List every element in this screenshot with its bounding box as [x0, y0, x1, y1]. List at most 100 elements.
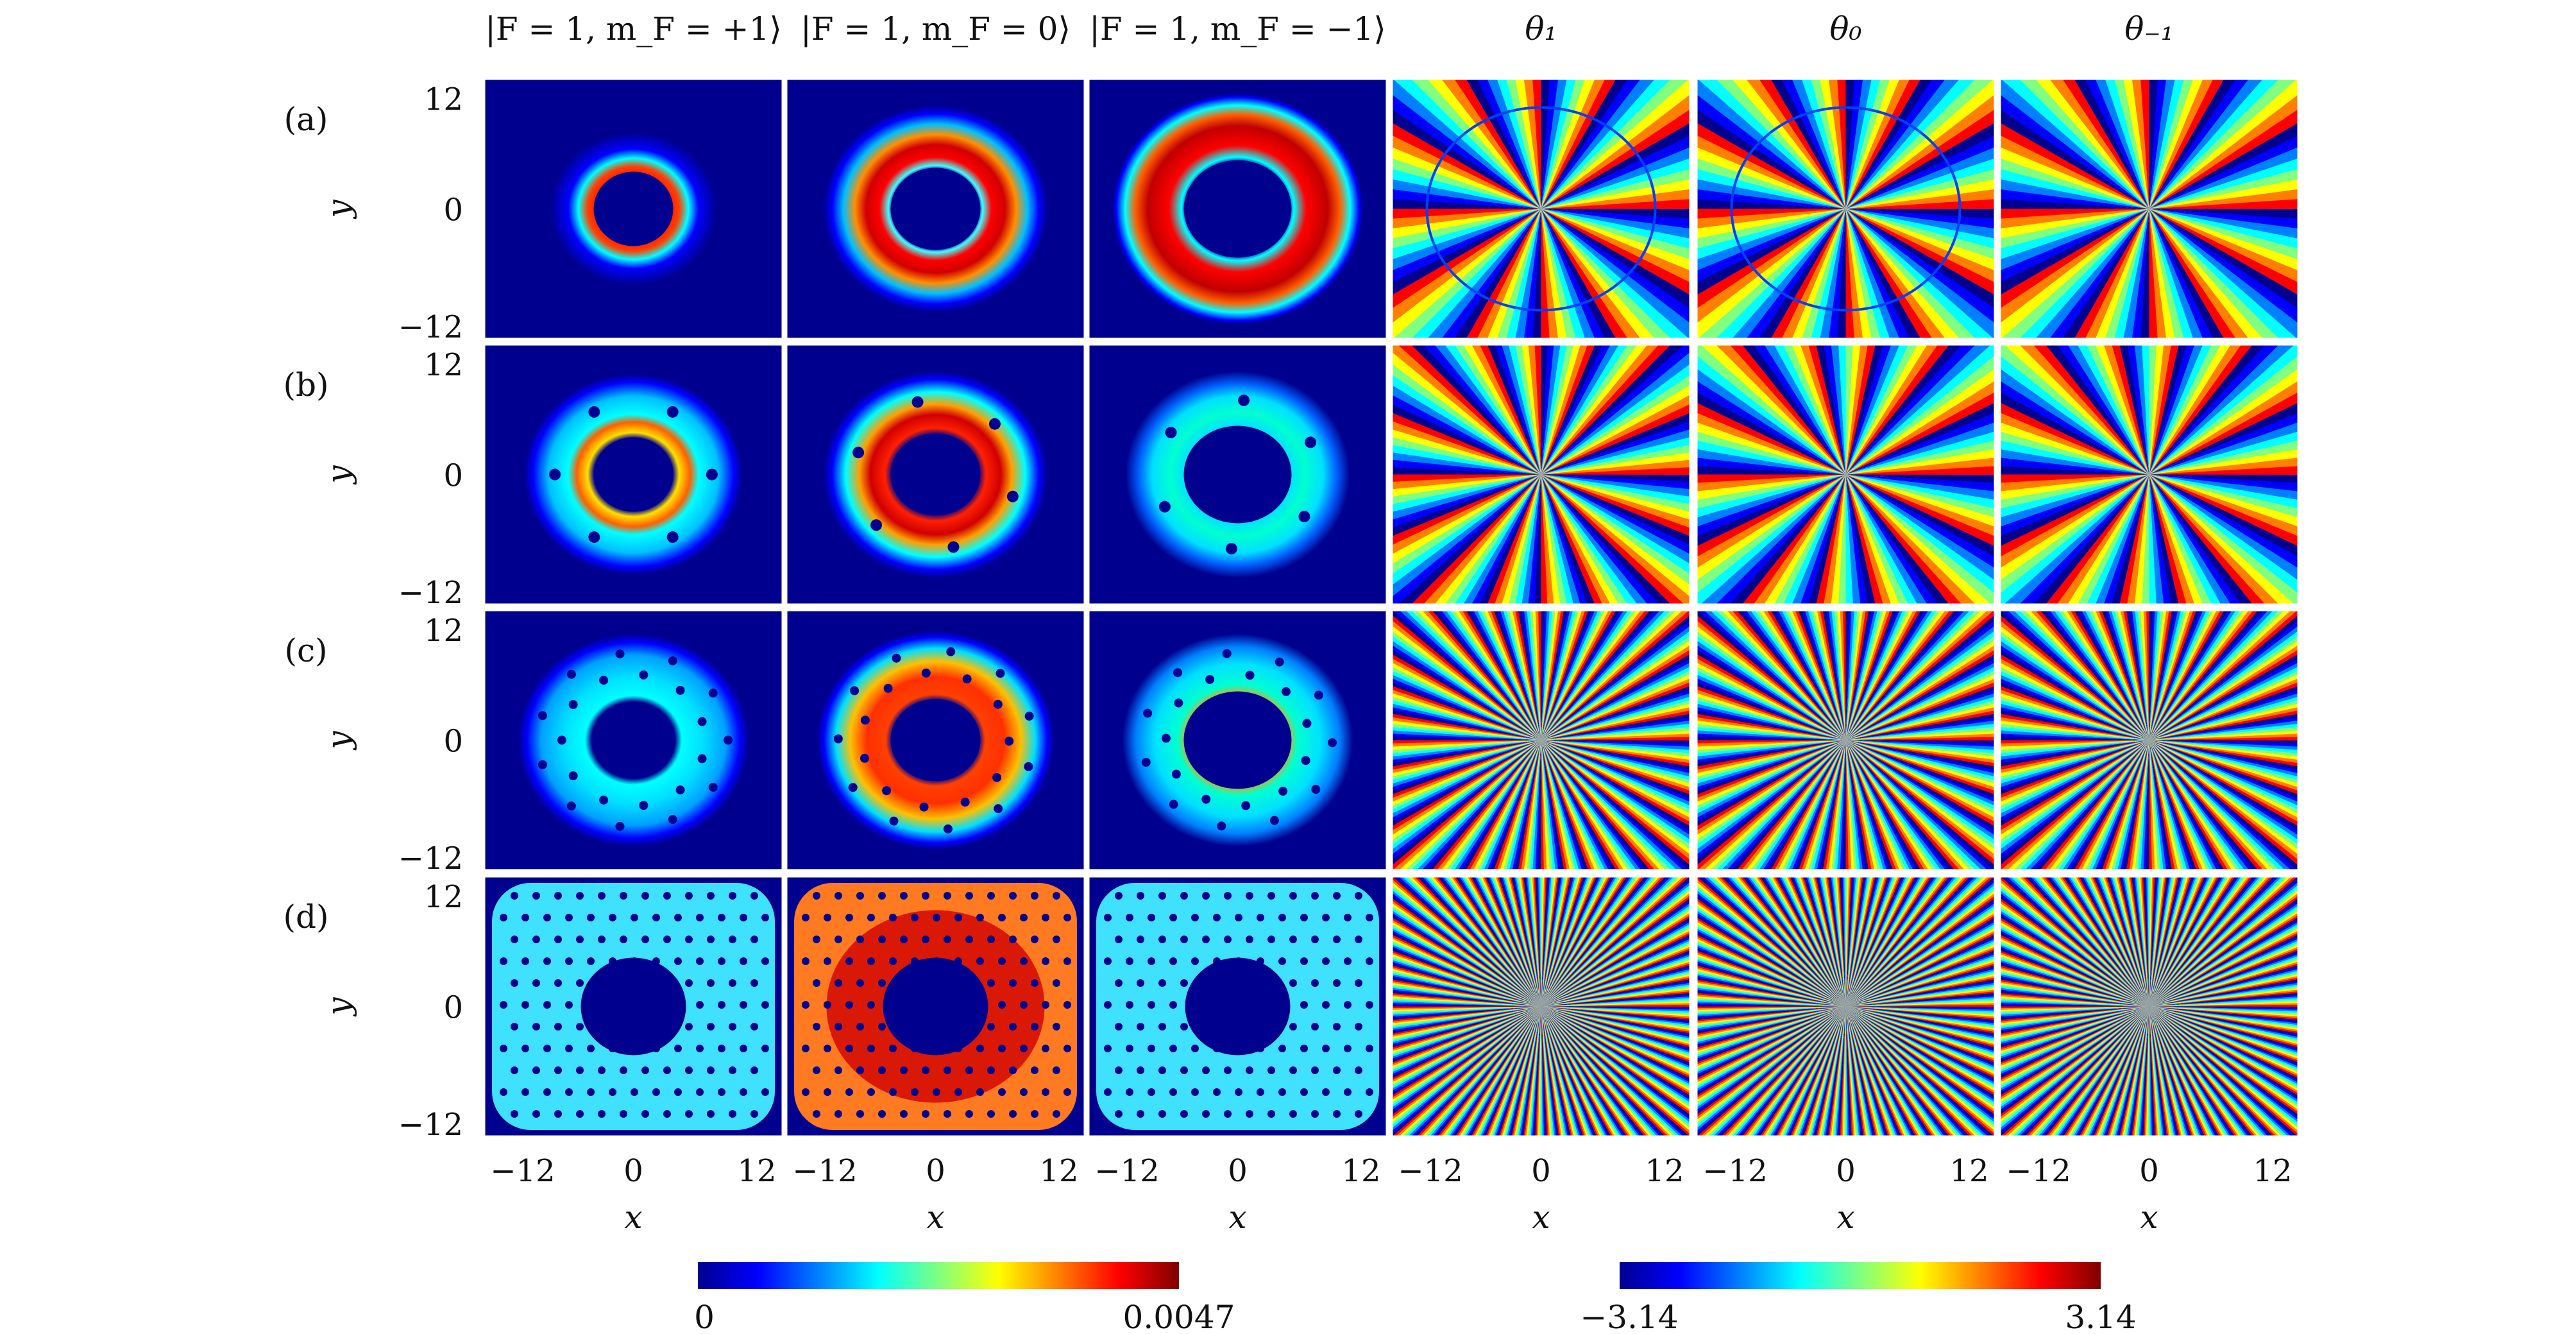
phase-wedge	[2000, 209, 2149, 339]
phase-wedge	[1697, 740, 1846, 840]
phase-wedge	[2149, 649, 2298, 740]
phase-wedge	[1845, 986, 1995, 1007]
vortex-core	[944, 892, 951, 900]
phase-wedge	[2149, 689, 2298, 740]
phase-wedge	[1845, 474, 1883, 604]
y-tick-label: 12	[424, 347, 463, 383]
phase-wedge	[1845, 392, 1995, 475]
phase-wedge	[1845, 1006, 1863, 1136]
vortex-core	[1344, 1001, 1352, 1009]
row-label: (c)	[284, 632, 327, 669]
vortex-core	[598, 1110, 606, 1118]
phase-wedge	[1541, 610, 1547, 740]
phase-wedge	[1399, 610, 1541, 740]
vortex-core	[1115, 1023, 1123, 1030]
phase-wedge	[1840, 740, 1846, 870]
phase-wedge	[1529, 610, 1541, 740]
vortex-core	[1180, 936, 1188, 943]
phase-wedge	[2117, 877, 2149, 1007]
phase-wedge	[2149, 402, 2298, 475]
phase-wedge	[1423, 345, 1541, 475]
vortex-core	[867, 1045, 875, 1052]
phase-wedge	[1455, 877, 1541, 1007]
phase-wedge	[1541, 740, 1620, 870]
vortex-core	[521, 957, 529, 965]
phase-wedge	[2149, 1006, 2205, 1136]
phase-wedge	[1845, 730, 1995, 740]
phase-wedge	[2075, 877, 2149, 1007]
phase-wedge	[1820, 877, 1846, 1007]
phase-wedge	[1515, 610, 1541, 740]
phase-wedge	[1541, 948, 1690, 1007]
phase-wedge	[1845, 727, 1995, 740]
phase-wedge	[2149, 970, 2298, 1007]
phase-wedge	[1845, 740, 1913, 870]
phase-wedge	[1697, 1006, 1846, 1010]
phase-wedge	[1697, 474, 1846, 604]
phase-wedge	[1845, 740, 1897, 870]
phase-wedge	[1392, 1006, 1541, 1103]
phase-wedge	[1819, 877, 1846, 1007]
phase-wedge	[1697, 1006, 1846, 1103]
phase-wedge	[1845, 610, 1995, 740]
vortex-core	[565, 957, 573, 965]
phase-wedge	[2149, 1006, 2201, 1136]
phase-wedge	[1697, 1006, 1846, 1043]
phase-wedge	[1392, 1006, 1541, 1027]
phase-wedge	[1471, 877, 1541, 1007]
vortex-core	[740, 1088, 747, 1096]
phase-wedge	[1845, 1006, 1920, 1136]
phase-wedge	[1845, 1006, 1985, 1136]
vortex-core	[835, 1066, 842, 1074]
phase-wedge	[1395, 877, 1541, 1007]
vortex-core	[652, 914, 660, 921]
vortex-core	[1278, 1088, 1286, 1096]
x-tick-label: 12	[1645, 1153, 1684, 1189]
phase-wedge	[1541, 1006, 1568, 1136]
phase-wedge	[2149, 1006, 2158, 1136]
phase-wedge	[1541, 135, 1690, 209]
phase-wedge	[1541, 915, 1690, 1007]
vortex-core	[1042, 1088, 1049, 1096]
phase-wedge	[2149, 974, 2298, 1007]
vortex-core	[867, 1001, 875, 1009]
vortex-core	[707, 936, 715, 943]
vortex-core	[706, 468, 718, 481]
phase-wedge	[1845, 209, 1994, 339]
phase-wedge	[2149, 1006, 2167, 1136]
phase-wedge	[1392, 474, 1541, 490]
phase-wedge	[2149, 1001, 2298, 1007]
vortex-core	[666, 406, 679, 418]
phase-wedge	[2149, 209, 2279, 339]
phase-wedge	[1541, 1006, 1543, 1136]
phase-wedge	[1392, 1006, 1541, 1066]
phase-wedge	[1541, 970, 1690, 1007]
phase-wedge	[1828, 79, 1846, 209]
panel-c-6	[2000, 610, 2298, 870]
phase-wedge	[1697, 740, 1846, 774]
phase-wedge	[2149, 431, 2298, 475]
phase-wedge	[1534, 345, 1541, 475]
phase-wedge	[2123, 610, 2149, 740]
vortex-core	[685, 1023, 693, 1030]
vortex-core	[987, 1110, 995, 1118]
density-hole	[1183, 425, 1292, 524]
phase-wedge	[1762, 877, 1846, 1007]
panel-border	[785, 78, 1086, 340]
phase-colorbar-min: −3.14	[1580, 1299, 1678, 1334]
phase-wedge	[2108, 610, 2149, 740]
panel-c-1	[484, 610, 783, 870]
phase-wedge	[1697, 740, 1846, 870]
phase-wedge	[1466, 610, 1541, 740]
x-tick-label: 0	[1836, 1153, 1856, 1189]
phase-wedge	[1816, 877, 1846, 1007]
phase-wedge	[1845, 1003, 1995, 1007]
phase-wedge	[1541, 977, 1690, 1007]
phase-wedge	[1845, 474, 1876, 604]
phase-wedge	[1829, 877, 1846, 1007]
phase-wedge	[1845, 984, 1995, 1007]
phase-wedge	[2000, 1006, 2149, 1050]
phase-wedge	[1831, 877, 1846, 1007]
vortex-core	[1366, 1088, 1373, 1096]
phase-wedge	[1845, 1006, 1965, 1136]
